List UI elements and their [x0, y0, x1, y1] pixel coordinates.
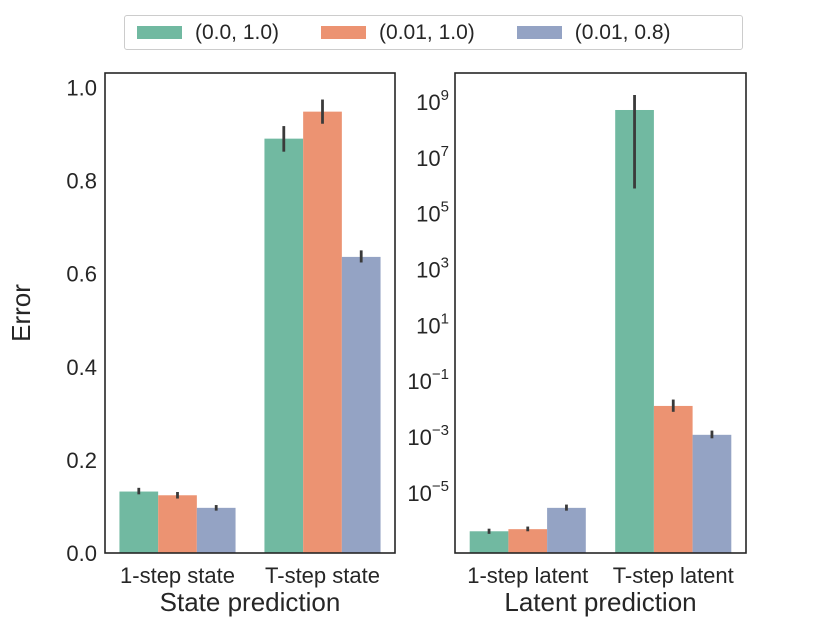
y-tick-label: 10−1	[407, 366, 449, 394]
y-axis-label: Error	[6, 284, 36, 342]
legend-entry: (0.01, 1.0)	[321, 21, 475, 45]
legend: (0.0, 1.0) (0.01, 1.0) (0.01, 0.8)	[124, 15, 743, 50]
x-tick-label: 1-step state	[120, 563, 235, 588]
legend-swatch-green	[137, 26, 182, 39]
x-tick-label: T-step latent	[613, 563, 734, 588]
legend-entry: (0.0, 1.0)	[137, 21, 279, 45]
y-tick-label: 103	[416, 255, 449, 283]
legend-label: (0.01, 0.8)	[574, 20, 671, 44]
y-tick-label: 10−3	[407, 422, 449, 450]
y-tick-label: 1.0	[66, 75, 97, 100]
y-tick-label: 0.6	[66, 262, 97, 287]
x-tick-label: 1-step latent	[467, 563, 588, 588]
y-tick-label: 109	[416, 87, 449, 115]
y-tick-label: 107	[416, 143, 449, 171]
legend-swatch-blue	[516, 26, 562, 39]
legend-label: (0.01, 1.0)	[379, 20, 475, 44]
bar	[508, 529, 548, 553]
bar	[119, 491, 159, 553]
legend-entry: (0.01, 0.8)	[516, 20, 671, 45]
bar	[196, 507, 236, 553]
bar	[469, 531, 509, 553]
y-tick-label: 0.8	[66, 169, 97, 194]
bar	[158, 495, 197, 553]
x-axis-label: Latent prediction	[504, 587, 696, 617]
bar	[303, 111, 342, 554]
legend-label: (0.0, 1.0)	[195, 20, 280, 44]
bar	[341, 256, 381, 553]
plot-border	[104, 72, 396, 554]
y-tick-label: 10−5	[407, 478, 449, 506]
bar	[547, 507, 586, 553]
y-tick-label: 101	[416, 310, 449, 338]
bar	[692, 434, 732, 553]
y-tick-label: 0.4	[66, 355, 97, 380]
x-tick-label: T-step state	[265, 563, 380, 588]
plot-border	[454, 72, 747, 554]
x-axis-label: State prediction	[160, 587, 341, 617]
y-tick-label: 105	[416, 199, 449, 227]
y-tick-label: 0.2	[66, 448, 97, 473]
legend-swatch-orange	[321, 26, 367, 39]
bar	[653, 405, 693, 553]
bar	[264, 138, 304, 553]
y-tick-label: 0.0	[66, 541, 97, 566]
